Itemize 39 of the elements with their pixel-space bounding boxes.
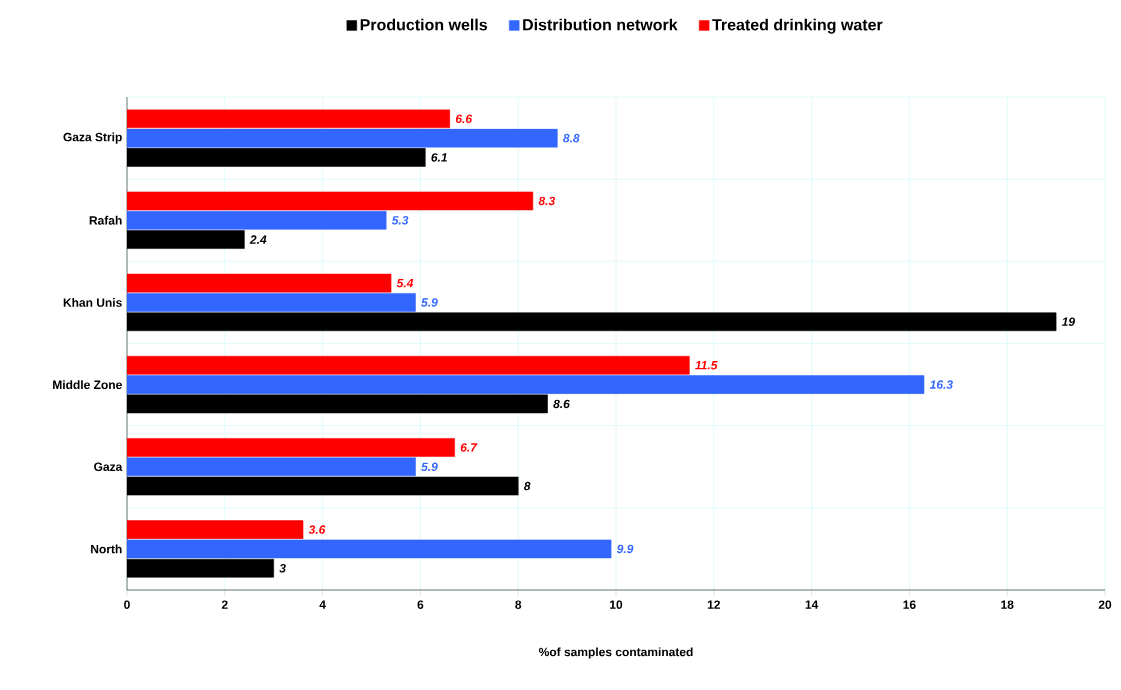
data-label: 3 [279, 563, 286, 573]
y-tick-label: Rafah [89, 215, 122, 225]
data-label: 11.5 [695, 361, 718, 370]
data-label: 19 [1061, 317, 1076, 326]
x-axis-title: %of samples contaminated [538, 647, 693, 659]
data-label: 6.1 [431, 153, 447, 162]
data-label: 5.4 [396, 278, 414, 288]
data-label: 6.6 [455, 114, 473, 124]
y-tick-label: North [91, 544, 122, 554]
x-tick-label: 4 [319, 600, 326, 609]
data-label: 5.9 [421, 298, 438, 307]
x-tick-label: 0 [124, 600, 130, 609]
legend-label: Distribution network [523, 18, 678, 31]
legend-label: Production wells [360, 18, 488, 31]
data-label: 5.9 [421, 462, 438, 472]
data-label: 9.9 [616, 544, 634, 554]
y-tick-label: Gaza [94, 462, 123, 472]
y-tick-label: Gaza Strip [63, 132, 122, 144]
data-label: 8 [523, 481, 531, 491]
x-tick-label: 16 [903, 600, 916, 609]
data-label: 5.3 [391, 216, 409, 225]
x-tick-label: 8 [515, 600, 522, 609]
data-label: 2.4 [249, 235, 267, 244]
x-tick-label: 18 [1001, 600, 1014, 609]
x-tick-label: 10 [610, 600, 623, 609]
x-tick-label: 20 [1098, 600, 1112, 609]
data-label: 8.3 [538, 196, 556, 206]
x-tick-label: 6 [417, 600, 424, 609]
legend-label: Treated drinking water [712, 18, 883, 34]
data-label: 8.6 [553, 399, 570, 409]
data-label: 6.7 [460, 443, 478, 452]
data-label: 8.8 [563, 133, 580, 143]
y-tick-label: Khan Unis [63, 298, 122, 307]
x-tick-label: 2 [221, 600, 228, 609]
data-label: 16.3 [929, 380, 953, 389]
x-tick-label: 12 [707, 600, 720, 609]
y-tick-label: Middle Zone [53, 380, 122, 390]
data-label: 3.6 [308, 525, 326, 534]
x-tick-label: 14 [805, 600, 819, 609]
